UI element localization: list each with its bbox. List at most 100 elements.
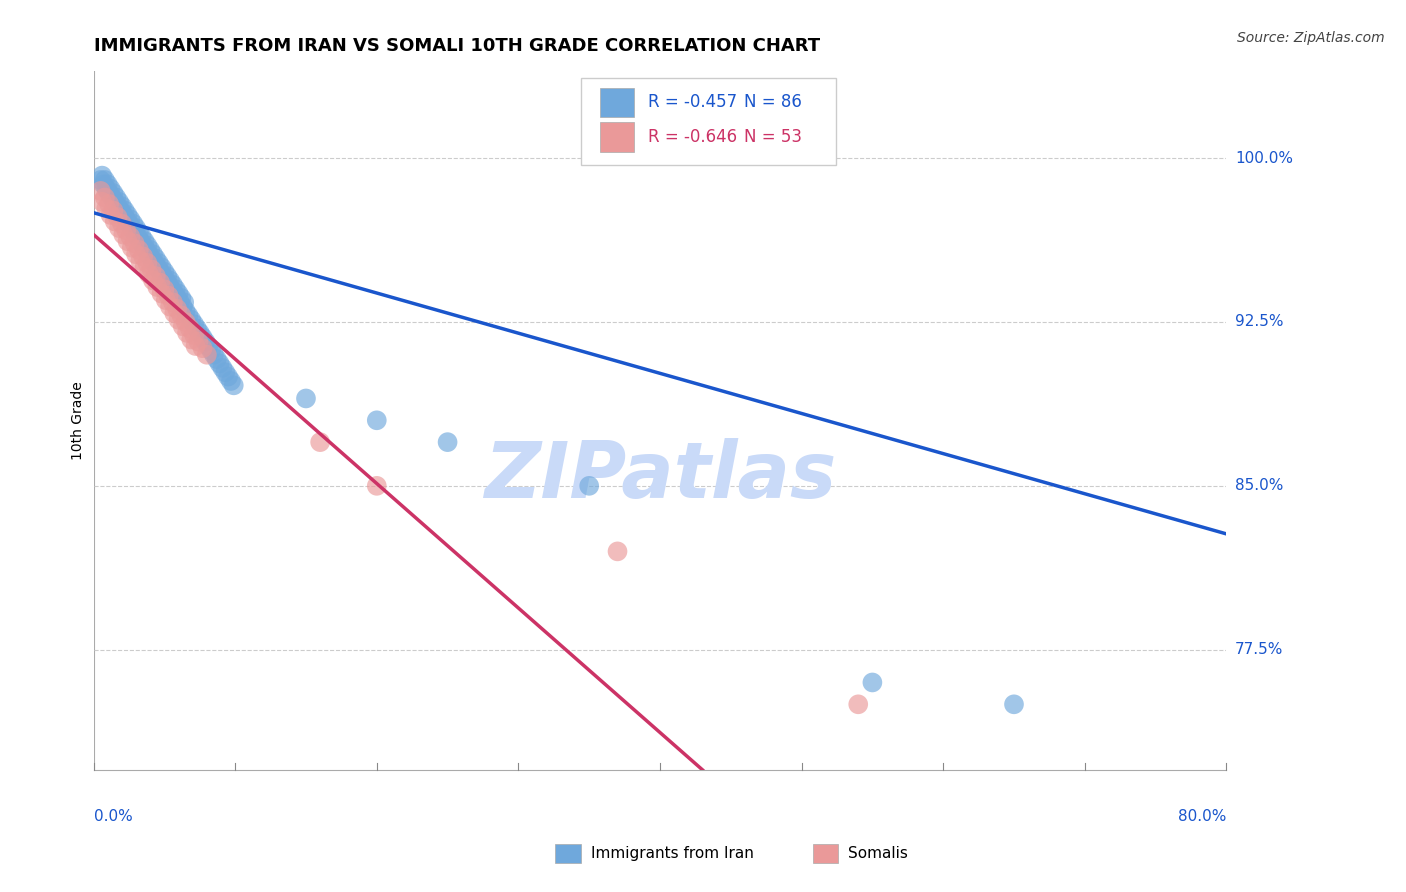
Point [217,369,239,384]
Point [180,313,202,327]
Point [132,249,155,263]
Point [149,276,172,290]
Point [149,265,172,279]
Point [174,304,197,318]
Point [121,241,143,255]
Point [138,247,160,261]
Point [860,675,883,690]
Text: 80.0%: 80.0% [1178,809,1226,824]
Point [129,253,152,268]
Point [214,365,236,379]
Text: R = -0.646: R = -0.646 [648,128,737,146]
Point [169,295,191,310]
Point [145,252,167,266]
Point [111,199,134,213]
Point [139,243,162,257]
Point [152,269,174,284]
Point [167,286,190,301]
Point [96,182,118,196]
Point [180,333,202,347]
Point [195,348,218,362]
Point [1002,698,1025,712]
FancyBboxPatch shape [600,122,634,152]
Text: 0.0%: 0.0% [94,809,132,824]
Point [366,413,388,427]
Point [131,229,153,244]
Point [108,194,131,209]
Point [187,334,209,349]
Point [159,273,181,287]
Y-axis label: 10th Grade: 10th Grade [72,381,86,459]
Point [183,317,205,331]
Point [138,267,160,281]
Point [98,197,121,211]
Point [436,435,458,450]
Point [129,234,152,248]
Point [121,221,143,235]
Point [141,252,163,266]
Point [94,173,117,187]
Point [177,309,200,323]
Point [170,291,193,305]
Point [100,208,122,222]
Point [118,217,141,231]
FancyBboxPatch shape [581,78,835,165]
Point [194,334,217,349]
Point [117,208,139,222]
Point [124,226,146,240]
Point [157,289,180,303]
Point [174,315,197,329]
Point [200,343,222,358]
Point [128,226,150,240]
Point [98,186,121,200]
Text: N = 53: N = 53 [744,128,801,146]
Point [309,435,332,450]
Point [132,238,155,252]
Point [176,326,198,340]
Point [145,269,167,284]
Point [163,286,186,301]
Point [101,190,124,204]
Point [219,374,242,388]
Point [153,282,176,296]
Point [104,214,127,228]
Point [162,295,184,310]
Point [108,221,131,235]
Point [295,392,318,406]
Point [578,479,600,493]
Point [166,291,188,305]
Point [146,280,169,294]
Text: 85.0%: 85.0% [1234,478,1284,493]
Point [107,199,129,213]
Point [134,260,156,275]
Point [110,203,132,218]
Point [191,341,214,355]
Point [173,295,195,310]
Point [191,330,214,344]
Point [115,223,138,237]
Text: Source: ZipAtlas.com: Source: ZipAtlas.com [1237,31,1385,45]
Point [162,277,184,292]
Point [166,301,188,316]
Point [197,339,219,353]
Point [125,247,148,261]
Text: N = 86: N = 86 [744,93,801,112]
Point [105,190,128,204]
Text: 92.5%: 92.5% [1234,315,1284,329]
Point [97,178,120,192]
Point [142,273,165,287]
Point [100,182,122,196]
Point [111,217,134,231]
FancyBboxPatch shape [600,87,634,117]
Text: ZIPatlas: ZIPatlas [484,438,837,514]
Point [128,243,150,257]
Point [183,328,205,343]
Point [211,360,233,375]
Point [91,169,114,183]
Point [120,212,142,227]
Point [112,208,135,222]
Point [136,256,159,270]
Point [90,173,112,187]
Text: Somalis: Somalis [848,847,908,861]
Point [179,321,201,335]
